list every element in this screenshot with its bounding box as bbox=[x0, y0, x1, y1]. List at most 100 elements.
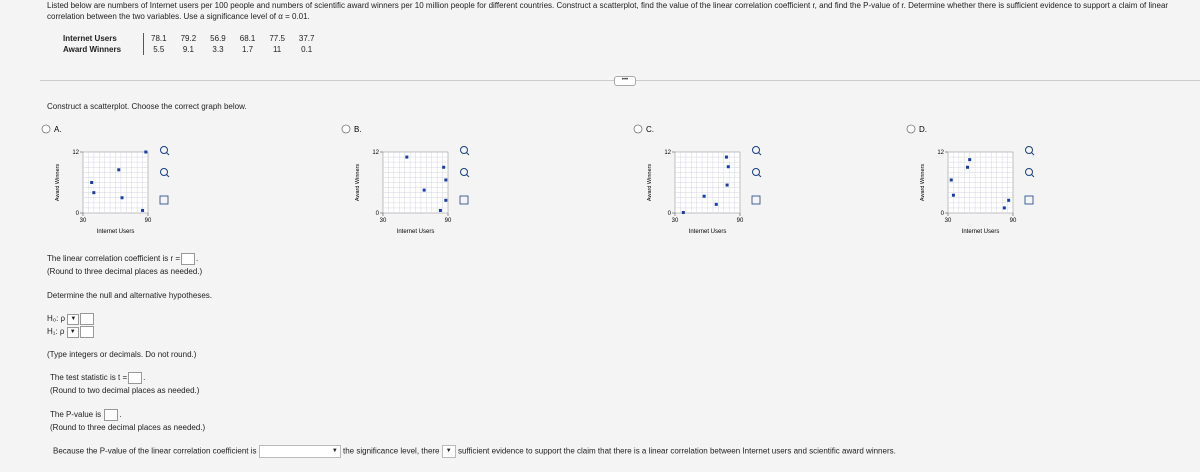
conclusion: Because the P-value of the linear correl… bbox=[53, 445, 896, 458]
zoom-out-icon[interactable] bbox=[1025, 168, 1033, 176]
data-point bbox=[714, 202, 718, 206]
row-header: Internet Users bbox=[56, 33, 145, 44]
table-cell: 3.3 bbox=[212, 45, 224, 54]
option-label: C. bbox=[646, 125, 654, 134]
zoom-out-icon[interactable] bbox=[160, 168, 168, 176]
scatter-prompt: Construct a scatterplot. Choose the corr… bbox=[47, 102, 247, 111]
r-note: (Round to three decimal places as needed… bbox=[47, 267, 203, 276]
zoom-in-handle bbox=[1031, 152, 1035, 156]
data-point bbox=[92, 191, 96, 195]
p-prompt: The P-value is bbox=[50, 410, 102, 420]
data-point bbox=[949, 178, 953, 182]
y-tick-label: 0 bbox=[376, 211, 380, 217]
x-axis-label: Internet Users bbox=[397, 229, 435, 235]
comparison-dropdown[interactable]: ▼ bbox=[258, 445, 341, 458]
evidence-dropdown[interactable]: ▼ bbox=[441, 445, 456, 458]
t-prompt: The test statistic is t = bbox=[50, 373, 128, 383]
table-cell: 1.7 bbox=[241, 45, 254, 54]
zoom-in-icon[interactable] bbox=[752, 146, 760, 154]
radio-button[interactable] bbox=[633, 124, 643, 134]
data-point bbox=[141, 208, 145, 212]
data-point bbox=[438, 208, 442, 212]
x-tick-label: 30 bbox=[945, 218, 952, 224]
r-suffix: . bbox=[196, 254, 199, 264]
p-question: The P-value is . bbox=[50, 409, 122, 421]
zoom-in-icon[interactable] bbox=[1025, 146, 1033, 154]
data-point bbox=[724, 155, 728, 159]
x-axis-label: Internet Users bbox=[97, 229, 135, 235]
h0-dropdown[interactable]: ▼ bbox=[67, 313, 80, 325]
data-point bbox=[422, 188, 426, 192]
intro: Listed below are numbers of Internet use… bbox=[47, 1, 1169, 21]
p-note: (Round to three decimal places as needed… bbox=[50, 423, 206, 432]
radio-button[interactable] bbox=[906, 124, 916, 134]
row-header: Award Winners bbox=[56, 44, 145, 55]
t-suffix: . bbox=[143, 373, 146, 383]
data-table: Internet Users 78.1 79.2 56.9 68.1 77.5 37.7 Aw… bbox=[56, 33, 321, 55]
zoom-in-handle bbox=[466, 152, 470, 156]
h1-row: H₁: ρ ▼ bbox=[47, 326, 95, 338]
zoom-in-icon[interactable] bbox=[160, 146, 168, 154]
open-icon[interactable] bbox=[459, 195, 469, 205]
conclusion-2: the significance level, there bbox=[343, 446, 440, 456]
y-axis-label: Award Winners bbox=[920, 164, 926, 201]
zoom-out-handle bbox=[758, 174, 762, 178]
table-cell: 56.9 bbox=[210, 34, 226, 43]
data-point bbox=[444, 198, 448, 202]
zoom-out-icon[interactable] bbox=[752, 168, 760, 176]
table-cell: 37.7 bbox=[298, 34, 315, 43]
data-point bbox=[144, 150, 148, 154]
zoom-out-handle bbox=[466, 174, 470, 178]
y-tick-label: 0 bbox=[941, 211, 945, 217]
zoom-in-icon[interactable] bbox=[460, 146, 468, 154]
t-note: (Round to two decimal places as needed.) bbox=[50, 386, 200, 395]
data-point bbox=[726, 165, 730, 169]
y-axis-label: Award Winners bbox=[355, 164, 361, 201]
conclusion-1: Because the P-value of the linear correl… bbox=[53, 446, 257, 456]
table-cell: 11 bbox=[272, 45, 282, 54]
y-tick-label: 12 bbox=[664, 150, 671, 156]
y-tick-label: 12 bbox=[72, 150, 79, 156]
data-point bbox=[405, 155, 409, 159]
x-tick-label: 30 bbox=[672, 218, 679, 224]
x-tick-label: 90 bbox=[145, 218, 152, 224]
data-point bbox=[968, 158, 972, 162]
open-icon[interactable] bbox=[159, 195, 169, 205]
y-axis-label: Award Winners bbox=[55, 164, 61, 201]
x-axis-label: Internet Users bbox=[962, 229, 1000, 235]
open-icon[interactable] bbox=[751, 195, 761, 205]
option-label: B. bbox=[354, 125, 362, 134]
zoom-out-icon[interactable] bbox=[460, 168, 468, 176]
x-tick-label: 90 bbox=[1010, 218, 1017, 224]
data-point bbox=[951, 193, 955, 197]
data-point bbox=[681, 210, 685, 214]
open-icon[interactable] bbox=[1024, 195, 1034, 205]
data-point bbox=[702, 194, 706, 198]
radio-button[interactable] bbox=[341, 124, 351, 134]
p-input[interactable] bbox=[104, 409, 119, 421]
x-axis-label: Internet Users bbox=[689, 229, 727, 235]
h1-dropdown[interactable]: ▼ bbox=[66, 326, 79, 338]
zoom-in-handle bbox=[758, 152, 762, 156]
y-axis-label: Award Winners bbox=[647, 164, 653, 201]
data-point bbox=[1007, 198, 1011, 202]
t-input[interactable] bbox=[128, 372, 143, 384]
data-point bbox=[442, 165, 446, 169]
data-point bbox=[966, 165, 969, 169]
table-cell: 79.2 bbox=[180, 34, 197, 43]
r-prompt: The linear correlation coefficient is r … bbox=[47, 254, 181, 264]
table-row: Award Winners 5.5 9.1 3.3 1.7 11 0.1 bbox=[56, 44, 321, 55]
option-label: D. bbox=[919, 125, 927, 134]
hyp-prompt: Determine the null and alternative hypot… bbox=[47, 291, 212, 300]
h1-input[interactable] bbox=[79, 326, 94, 338]
y-tick-label: 12 bbox=[937, 150, 944, 156]
r-input[interactable] bbox=[181, 253, 196, 265]
x-tick-label: 90 bbox=[737, 218, 744, 224]
x-tick-label: 30 bbox=[80, 218, 87, 224]
radio-button[interactable] bbox=[41, 124, 51, 134]
expand-button[interactable]: ••• bbox=[614, 76, 636, 86]
table-cell: 9.1 bbox=[182, 45, 194, 54]
h0-input[interactable] bbox=[80, 313, 95, 325]
zoom-out-handle bbox=[1031, 174, 1035, 178]
